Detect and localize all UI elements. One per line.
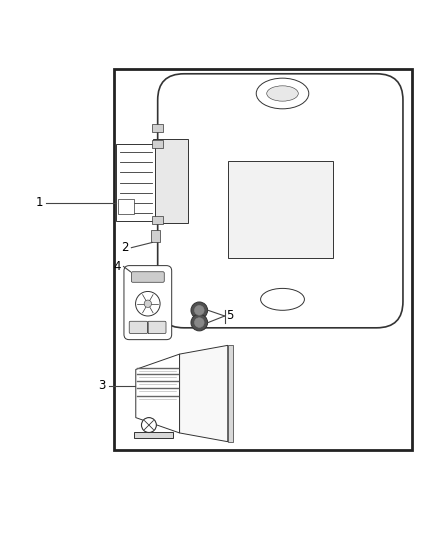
FancyBboxPatch shape — [158, 74, 403, 328]
Bar — [152, 140, 163, 148]
Bar — [151, 230, 160, 243]
Text: 2: 2 — [121, 241, 129, 254]
Polygon shape — [180, 345, 228, 442]
Bar — [153, 140, 188, 223]
Text: 3: 3 — [98, 379, 105, 392]
Circle shape — [136, 292, 160, 316]
FancyBboxPatch shape — [134, 432, 173, 438]
Circle shape — [144, 300, 152, 308]
Ellipse shape — [256, 78, 309, 109]
FancyBboxPatch shape — [129, 321, 148, 334]
Ellipse shape — [267, 86, 298, 101]
Circle shape — [141, 418, 156, 432]
FancyBboxPatch shape — [131, 272, 164, 282]
Bar — [152, 216, 163, 223]
FancyBboxPatch shape — [124, 265, 172, 340]
Circle shape — [191, 314, 208, 331]
Bar — [116, 144, 155, 221]
Bar — [118, 199, 134, 214]
Text: 5: 5 — [226, 310, 233, 322]
Text: 4: 4 — [113, 260, 121, 273]
Bar — [228, 161, 333, 258]
Circle shape — [194, 305, 204, 315]
FancyBboxPatch shape — [148, 321, 166, 334]
Bar — [114, 69, 412, 450]
Bar — [228, 345, 233, 442]
Text: 1: 1 — [35, 197, 43, 209]
Ellipse shape — [261, 288, 304, 310]
Circle shape — [191, 302, 208, 319]
Bar — [152, 124, 163, 132]
Polygon shape — [136, 354, 180, 433]
Circle shape — [194, 318, 204, 327]
